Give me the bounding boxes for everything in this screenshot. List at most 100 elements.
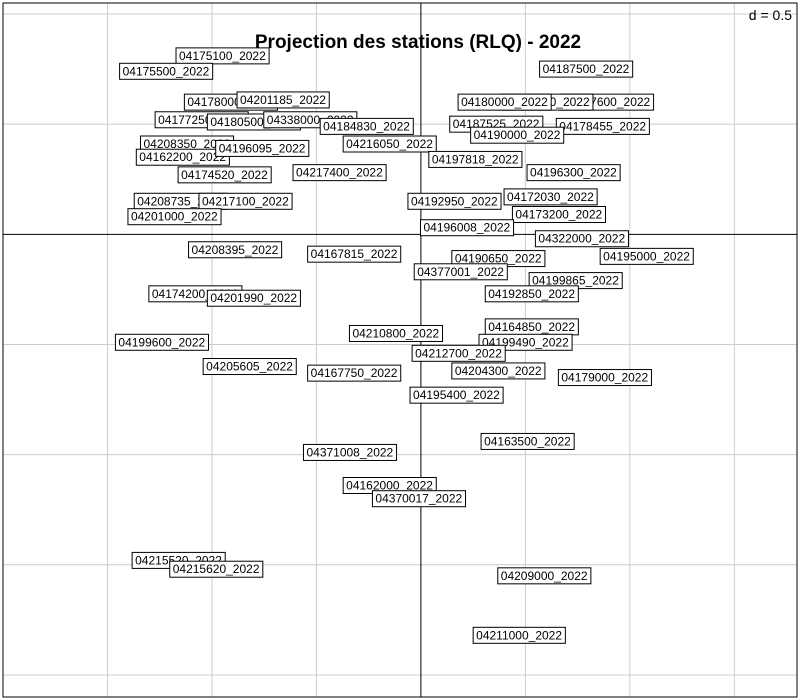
station-label-text: 04322000_2022	[538, 232, 625, 246]
station-label-box	[451, 362, 546, 380]
station-label: 04216050_2022	[342, 135, 437, 153]
station-label: 04195400_2022	[409, 386, 504, 404]
station-label-text: 04208395_2022	[192, 243, 279, 257]
station-label-box	[411, 344, 506, 362]
station-label: 04179000_2022	[557, 369, 652, 387]
station-label-text: 04371008_2022	[306, 445, 393, 459]
station-label: 04174520_2022	[177, 166, 272, 184]
station-label-text: 04167750_2022	[311, 366, 398, 380]
grid-scale-label: d = 0.5	[749, 7, 792, 23]
station-label: 04173200_2022	[511, 206, 607, 224]
station-label: 04199600_2022	[114, 333, 210, 351]
station-label-text: 04195400_2022	[413, 388, 500, 402]
station-label-text: 04174520_2022	[181, 168, 268, 182]
station-label-box	[135, 148, 230, 166]
station-label-box	[457, 93, 552, 111]
station-label-box	[419, 219, 515, 237]
station-label: 04212700_2022	[411, 344, 506, 362]
station-label-text: 04199600_2022	[118, 335, 205, 349]
station-label-text: 04192850_2022	[488, 287, 575, 301]
station-label-text: 04180000_2022	[461, 95, 548, 109]
station-label: 04180000_2022	[457, 93, 552, 111]
station-label: 04167815_2022	[307, 245, 402, 263]
station-label-box	[206, 289, 301, 307]
station-label-box	[292, 164, 387, 182]
station-label: 04322000_2022	[534, 230, 629, 248]
station-label: 04175500_2022	[119, 62, 214, 80]
station-label-box	[177, 166, 272, 184]
station-label-box	[236, 91, 330, 109]
station-label-text: 04208350_2022	[143, 137, 230, 151]
station-label-text: 04196300_2022	[530, 166, 617, 180]
station-label: 04163500_2022	[480, 432, 575, 450]
station-label-text: 04162200_2022	[139, 150, 226, 164]
station-label-box	[348, 324, 444, 342]
station-label-text: 04172030_2022	[507, 190, 594, 204]
station-label-box	[371, 490, 467, 508]
station-label: 04197818_2022	[428, 150, 523, 168]
station-label: 04215620_2022	[169, 560, 264, 578]
station-label: 04192950_2022	[407, 192, 502, 210]
station-label-box	[555, 117, 650, 135]
station-label-text: 04175500_2022	[123, 64, 210, 78]
station-label-box	[202, 358, 297, 376]
station-label: 04201000_2022	[127, 208, 222, 226]
station-label: 04187500_2022	[539, 60, 634, 78]
station-label-text: 04197818_2022	[432, 152, 519, 166]
station-label-box	[413, 263, 508, 281]
station-label-text: 04210800_2022	[352, 326, 439, 340]
station-label-box	[409, 386, 504, 404]
station-label-box	[511, 206, 607, 224]
station-label-text: 04196008_2022	[423, 221, 510, 235]
station-label: 04377001_2022	[413, 263, 508, 281]
station-label-text: 04209000_2022	[501, 569, 588, 583]
station-label-text: 04190000_2022	[474, 128, 561, 142]
station-label-box	[534, 230, 629, 248]
station-label: 04192850_2022	[484, 285, 579, 303]
station-label: 04195000_2022	[599, 247, 694, 265]
station-label: 04205605_2022	[202, 358, 297, 376]
station-label: 04190650_2022	[451, 250, 546, 268]
station-label-text: 04217100_2022	[202, 194, 289, 208]
station-label-text: 04377001_2022	[417, 265, 504, 279]
station-label-text: 04199865_2022	[532, 274, 619, 288]
station-label: 04217100_2022	[198, 192, 293, 210]
station-label-box	[470, 126, 565, 144]
station-label-box	[342, 135, 437, 153]
station-label-box	[169, 560, 264, 578]
station-label-box	[302, 443, 398, 461]
station-label-text: 04215620_2022	[173, 562, 260, 576]
station-label-text: 04187500_2022	[543, 62, 630, 76]
station-label: 04204300_2022	[451, 362, 546, 380]
station-label-box	[119, 62, 214, 80]
station-label: 04184830_2022	[319, 117, 414, 135]
station-label-text: 04216050_2022	[346, 137, 433, 151]
station-label: 04211000_2022	[472, 626, 566, 644]
station-label-box	[484, 285, 579, 303]
station-label-box	[127, 208, 222, 226]
station-label-box	[407, 192, 502, 210]
station-label-text: 04211000_2022	[476, 628, 562, 642]
station-label-box	[472, 626, 566, 644]
station-label-text: 04204300_2022	[455, 364, 542, 378]
station-label: 04175100_2022	[175, 47, 270, 65]
station-label-text: 04201000_2022	[131, 210, 218, 224]
station-label: 04196008_2022	[419, 219, 515, 237]
station-label-box	[307, 364, 402, 382]
station-label-box	[188, 241, 283, 259]
station-label-box	[557, 369, 652, 387]
station-label-box	[599, 247, 694, 265]
station-label-text: 04212700_2022	[415, 346, 502, 360]
station-label-box	[175, 47, 270, 65]
station-label-box	[497, 567, 592, 585]
station-label-box	[480, 432, 575, 450]
station-label-text: 04184830_2022	[323, 119, 410, 133]
station-label-text: 04167815_2022	[311, 247, 398, 261]
station-label: 04199865_2022	[528, 272, 623, 290]
station-label-text: 04162000_2022	[346, 478, 433, 492]
station-label: 04164850_2022	[484, 318, 579, 336]
station-label-text: 04217400_2022	[296, 166, 383, 180]
